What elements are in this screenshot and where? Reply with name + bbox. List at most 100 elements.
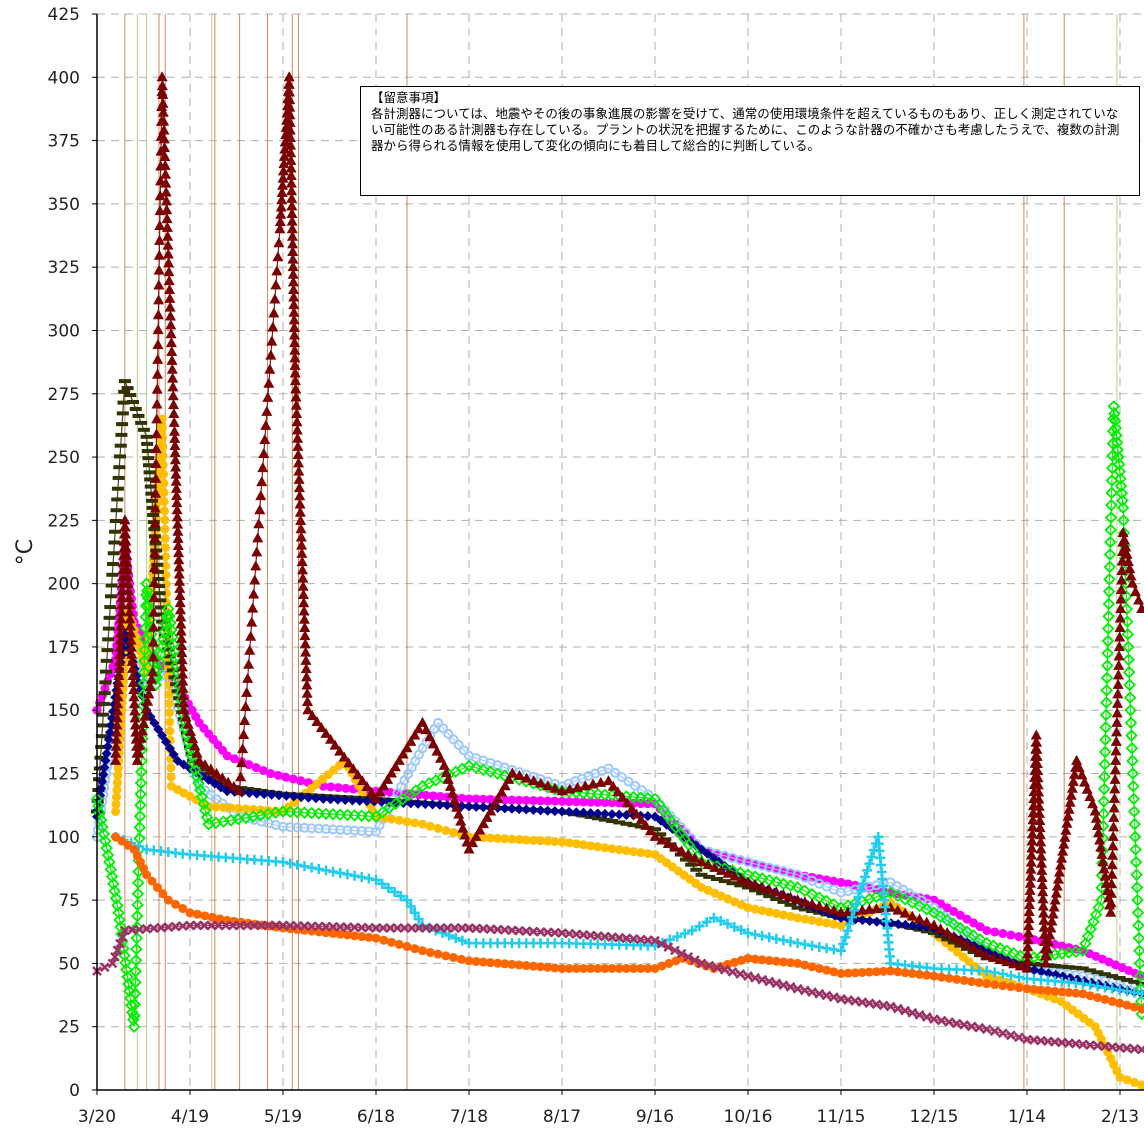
- data-point: [159, 488, 169, 498]
- data-point: [578, 807, 589, 818]
- data-point: [814, 941, 825, 952]
- y-tick-label: 225: [48, 511, 80, 531]
- data-point: [420, 799, 431, 810]
- data-point: [264, 363, 276, 374]
- data-point: [152, 339, 164, 350]
- data-point: [701, 917, 712, 928]
- data-point: [822, 965, 832, 975]
- data-point: [386, 767, 397, 778]
- data-point: [286, 208, 298, 219]
- data-point: [1027, 962, 1040, 967]
- data-point: [464, 794, 474, 804]
- data-point: [274, 223, 286, 234]
- data-point: [441, 825, 451, 835]
- data-point: [521, 804, 532, 815]
- data-point: [160, 524, 170, 534]
- data-point: [112, 785, 122, 795]
- data-point: [99, 762, 110, 773]
- data-point: [1107, 830, 1119, 841]
- data-point: [149, 547, 161, 558]
- data-point: [251, 788, 262, 799]
- data-point: [113, 913, 126, 927]
- y-tick-label: 150: [48, 701, 80, 721]
- data-point: [431, 745, 443, 756]
- data-point: [299, 861, 310, 872]
- data-point: [1107, 840, 1119, 851]
- data-point: [807, 987, 817, 997]
- data-point: [104, 863, 118, 876]
- data-point: [244, 644, 256, 655]
- data-point: [1050, 939, 1060, 949]
- data-point: [1052, 873, 1064, 884]
- data-point: [862, 865, 873, 876]
- data-point: [96, 820, 109, 834]
- data-point: [620, 821, 633, 826]
- data-point: [164, 310, 176, 321]
- data-point: [144, 628, 158, 641]
- data-point: [892, 1003, 903, 1014]
- data-point: [378, 780, 390, 791]
- data-point: [1035, 850, 1047, 861]
- data-point: [743, 971, 753, 981]
- data-point: [709, 861, 721, 872]
- data-point: [1006, 930, 1016, 940]
- data-point: [164, 689, 174, 699]
- data-point: [1093, 827, 1105, 838]
- data-point: [456, 954, 466, 964]
- data-point: [281, 790, 292, 801]
- data-point: [273, 790, 284, 801]
- data-point: [294, 490, 306, 501]
- data-point: [139, 621, 152, 635]
- data-point: [764, 932, 775, 943]
- data-point: [871, 967, 881, 977]
- data-point: [1137, 1080, 1144, 1090]
- data-point: [235, 920, 245, 931]
- data-point: [158, 442, 168, 452]
- data-point: [549, 806, 560, 817]
- data-point: [1047, 908, 1059, 919]
- data-point: [967, 976, 977, 986]
- data-point: [131, 754, 143, 765]
- data-point: [157, 633, 170, 646]
- data-point: [371, 923, 381, 933]
- data-point: [1113, 659, 1125, 670]
- data-point: [1085, 979, 1096, 990]
- data-point: [657, 961, 667, 971]
- data-point: [195, 790, 209, 804]
- data-point: [136, 725, 148, 736]
- data-point: [148, 562, 160, 573]
- data-point: [749, 888, 762, 893]
- data-point: [630, 808, 642, 819]
- data-point: [1034, 829, 1046, 840]
- data-point: [129, 719, 141, 730]
- data-point: [259, 433, 271, 444]
- data-point: [1099, 708, 1113, 722]
- data-point: [185, 908, 195, 918]
- data-point: [1048, 963, 1061, 968]
- data-point: [449, 953, 458, 963]
- data-point: [484, 765, 497, 779]
- data-point: [273, 237, 285, 248]
- data-point: [1132, 919, 1144, 932]
- data-point: [128, 698, 140, 709]
- data-point: [169, 440, 181, 451]
- data-point: [156, 80, 168, 91]
- data-point: [171, 511, 183, 522]
- data-point: [113, 770, 123, 780]
- data-point: [743, 928, 753, 939]
- data-point: [743, 903, 753, 913]
- data-point: [886, 966, 896, 976]
- data-point: [1043, 936, 1055, 947]
- data-point: [750, 954, 760, 964]
- data-point: [1032, 772, 1044, 783]
- data-point: [1036, 879, 1048, 890]
- data-point: [153, 294, 165, 305]
- data-point: [836, 969, 846, 979]
- data-point: [166, 354, 178, 365]
- data-point: [937, 972, 947, 982]
- data-point: [251, 546, 263, 557]
- data-point: [1014, 983, 1024, 993]
- data-point: [149, 717, 160, 728]
- data-point: [131, 898, 144, 912]
- data-point: [185, 920, 195, 931]
